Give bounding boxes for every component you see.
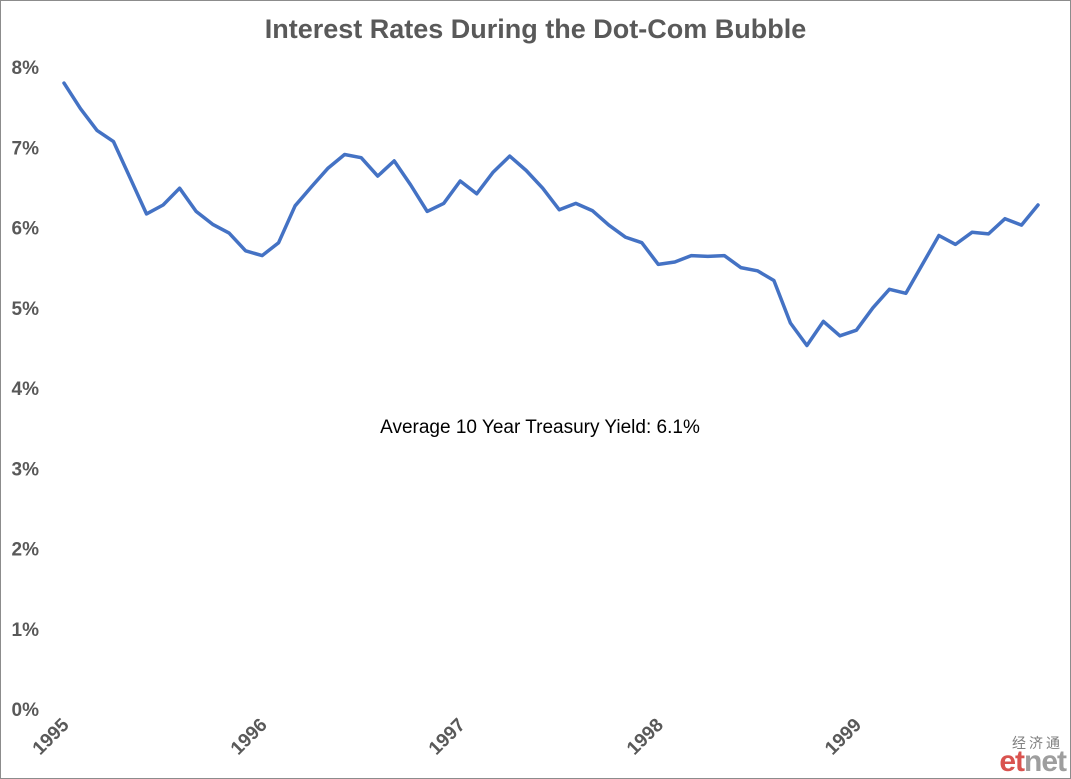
y-tick-label: 4% — [12, 379, 40, 400]
watermark-logo: etnet — [999, 745, 1067, 778]
x-tick-label: 1996 — [227, 715, 272, 760]
x-tick-label: 1997 — [425, 715, 470, 760]
watermark-chinese: 经济通 — [1012, 736, 1063, 752]
chart-title: Interest Rates During the Dot-Com Bubble — [264, 14, 807, 44]
chart-annotation: Average 10 Year Treasury Yield: 6.1% — [380, 417, 700, 438]
y-tick-label: 0% — [12, 700, 40, 721]
y-tick-label: 7% — [12, 138, 40, 159]
y-axis-ticks: 0% 1% 2% 3% 4% 5% 6% 7% 8% — [12, 58, 40, 721]
watermark-logo-net: net — [1024, 745, 1067, 778]
x-tick-label: 1999 — [821, 715, 866, 760]
y-tick-label: 8% — [12, 58, 40, 79]
y-tick-label: 6% — [12, 219, 40, 240]
x-tick-label: 1998 — [623, 715, 668, 760]
y-tick-label: 3% — [12, 459, 40, 480]
y-tick-label: 5% — [12, 299, 40, 320]
watermark-logo-et: et — [999, 745, 1025, 778]
y-tick-label: 2% — [12, 540, 40, 561]
series-line — [62, 81, 1040, 348]
x-axis-ticks: 1995 1996 1997 1998 1999 — [29, 714, 866, 759]
x-tick-label: 1995 — [29, 714, 74, 759]
y-tick-label: 1% — [12, 620, 40, 641]
